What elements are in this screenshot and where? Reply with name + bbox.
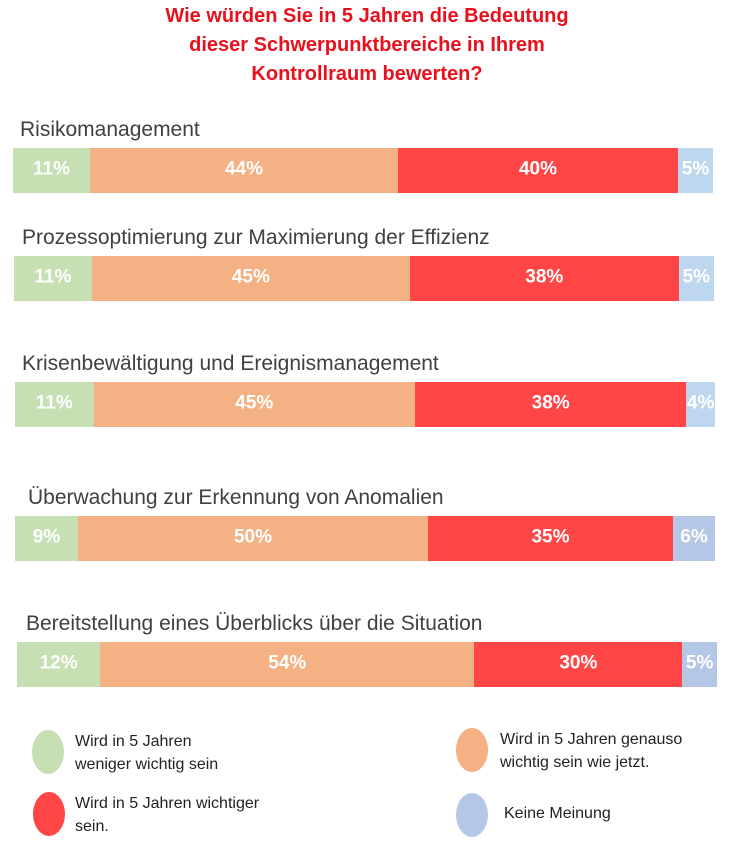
data-label: 40% — [518, 158, 558, 180]
bar-segment-same: 45% — [93, 382, 415, 427]
data-label: 45% — [231, 266, 270, 288]
bar-segment-less: 9% — [15, 516, 78, 561]
bar-row-ueberwachung: Überwachung zur Erkennung von Anomalien 9… — [0, 486, 734, 586]
data-label: 11% — [35, 392, 73, 414]
bar-segment-same: 45% — [91, 256, 410, 301]
legend-label-line: wichtig sein wie jetzt. — [500, 754, 650, 771]
stacked-bar: 9% 50% 35% 6% — [15, 516, 715, 561]
data-label: 11% — [34, 266, 72, 288]
bar-segment-none: 5% — [682, 642, 717, 687]
data-label: 4% — [686, 392, 715, 414]
bar-segment-more: 38% — [414, 382, 687, 427]
legend-label-more: Wird in 5 Jahren wichtiger sein. — [75, 792, 259, 838]
chart-title-line: dieser Schwerpunktbereiche in Ihrem — [189, 34, 545, 56]
bar-segment-same: 50% — [78, 516, 428, 561]
bar-row-bereitstellung: Bereitstellung eines Überblicks über die… — [0, 612, 734, 712]
bar-segment-none: 4% — [686, 382, 715, 427]
bar-segment-less: 12% — [17, 642, 101, 687]
chart-title: Wie würden Sie in 5 Jahren die Bedeutung… — [0, 2, 734, 89]
data-label: 38% — [531, 392, 570, 414]
data-label: 5% — [681, 158, 710, 180]
data-label: 44% — [224, 158, 264, 180]
bar-segment-same: 44% — [90, 148, 398, 193]
category-label: Bereitstellung eines Überblicks über die… — [26, 612, 483, 635]
legend-label-line: weniger wichtig sein — [75, 756, 219, 773]
bar-segment-less: 11% — [13, 148, 90, 193]
bar-segment-more: 30% — [474, 642, 683, 687]
stacked-bar: 11% 44% 40% 5% — [13, 148, 713, 193]
bar-segment-more: 38% — [409, 256, 679, 301]
legend-label-line: Wird in 5 Jahren — [75, 733, 192, 750]
category-label: Überwachung zur Erkennung von Anomalien — [28, 486, 444, 509]
bar-segment-more: 35% — [428, 516, 673, 561]
bar-row-risikomanagement: Risikomanagement 11% 44% 40% 5% — [0, 118, 734, 218]
legend-label-less: Wird in 5 Jahren weniger wichtig sein — [75, 730, 218, 776]
legend-label-line: sein. — [75, 818, 109, 835]
bar-segment-none: 5% — [678, 148, 713, 193]
legend-label-same: Wird in 5 Jahren genauso wichtig sein wi… — [500, 728, 682, 774]
chart-title-line: Wie würden Sie in 5 Jahren die Bedeutung — [165, 5, 569, 27]
bar-segment-none: 6% — [673, 516, 715, 561]
bar-segment-more: 40% — [398, 148, 678, 193]
category-label: Prozessoptimierung zur Maximierung der E… — [22, 226, 490, 249]
data-label: 12% — [39, 652, 78, 674]
legend-label-none: Keine Meinung — [504, 802, 611, 825]
legend-label-line: Keine Meinung — [504, 805, 611, 822]
data-label: 30% — [559, 652, 598, 674]
bar-segment-less: 11% — [15, 382, 94, 427]
stacked-bar: 12% 54% 30% 5% — [17, 642, 717, 687]
bar-segment-less: 11% — [14, 256, 92, 301]
legend-swatch-more — [33, 792, 65, 836]
data-label: 5% — [685, 652, 714, 674]
legend-swatch-less — [32, 730, 64, 774]
data-label: 54% — [268, 652, 307, 674]
data-label: 45% — [235, 392, 274, 414]
data-label: 6% — [680, 526, 708, 548]
bar-segment-same: 54% — [100, 642, 475, 687]
stacked-bar: 11% 45% 38% 5% — [14, 256, 714, 301]
legend-swatch-same — [456, 728, 488, 772]
data-label: 11% — [33, 158, 70, 180]
bar-row-krisenbewaeltigung: Krisenbewältigung und Ereignismanagement… — [0, 352, 734, 452]
legend-swatch-none — [456, 793, 488, 837]
data-label: 50% — [233, 526, 273, 548]
bar-segment-none: 5% — [678, 256, 714, 301]
legend-label-line: Wird in 5 Jahren wichtiger — [75, 795, 260, 812]
data-label: 38% — [525, 266, 564, 288]
legend-label-line: Wird in 5 Jahren genauso — [500, 731, 683, 748]
category-label: Risikomanagement — [20, 118, 200, 141]
stacked-bar: 11% 45% 38% 4% — [15, 382, 715, 427]
data-label: 9% — [32, 526, 61, 548]
bar-row-prozessoptimierung: Prozessoptimierung zur Maximierung der E… — [0, 226, 734, 326]
category-label: Krisenbewältigung und Ereignismanagement — [22, 352, 439, 375]
data-label: 35% — [531, 526, 570, 548]
data-label: 5% — [682, 266, 711, 288]
chart-title-line: Kontrollraum bewerten? — [251, 63, 483, 85]
